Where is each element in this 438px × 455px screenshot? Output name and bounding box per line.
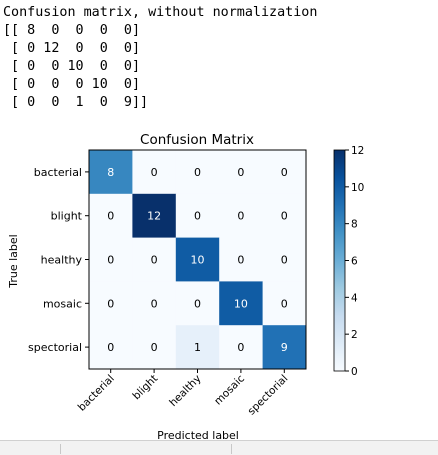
heatmap-cell xyxy=(89,150,133,195)
heatmap-cell xyxy=(219,150,263,195)
heatmap-cell xyxy=(262,237,307,282)
cell-value-label: 0 xyxy=(151,297,158,310)
heatmap-cell xyxy=(219,193,263,238)
cell-value-label: 0 xyxy=(107,210,114,223)
matrix-row-line: [ 0 12 0 0 0] xyxy=(3,41,141,56)
cell-value-label: 0 xyxy=(237,341,244,354)
output-title-line: Confusion matrix, without normalization xyxy=(3,5,318,20)
heatmap-cell xyxy=(132,237,177,282)
heatmap-cell xyxy=(262,325,307,370)
heatmap-cell xyxy=(132,193,177,238)
heatmap-cell xyxy=(89,193,133,238)
x-tick-label: bacterial xyxy=(76,373,117,414)
heatmap-cell xyxy=(132,325,177,370)
cell-value-label: 1 xyxy=(194,341,201,354)
x-tick-label: spectorial xyxy=(246,373,291,418)
cell-value-label: 0 xyxy=(194,166,201,179)
cell-value-label: 0 xyxy=(151,166,158,179)
heatmap-cell xyxy=(89,281,133,326)
y-axis-label: True label xyxy=(7,234,20,288)
x-tick-label: mosaic xyxy=(212,372,247,407)
cell-value-label: 0 xyxy=(194,210,201,223)
heatmap-cell xyxy=(89,325,133,370)
matrix-row-line: [[ 8 0 0 0 0] xyxy=(3,23,141,38)
heatmap-cell xyxy=(132,281,177,326)
matrix-row-line: [ 0 0 1 0 9]] xyxy=(3,95,149,110)
colorbar-tick-label: 8 xyxy=(351,219,358,231)
cell-value-label: 10 xyxy=(234,297,248,310)
confusion-matrix-figure: Confusion Matrix 8 0 0 0 00 12 0 0 00 0 10 0 00 0 0 10 0… xyxy=(7,132,364,440)
y-tick-label: healthy xyxy=(41,254,83,267)
cell-value-label: 0 xyxy=(281,297,288,310)
y-tick-label: spectorial xyxy=(28,341,82,354)
heatmap-cell xyxy=(219,325,263,370)
heatmap-cell xyxy=(175,281,220,326)
colorbar xyxy=(333,149,346,372)
colorbar-tick-label: 6 xyxy=(351,256,358,268)
y-tick-label: bacterial xyxy=(34,166,82,179)
cell-value-label: 0 xyxy=(237,210,244,223)
cell-value-label: 0 xyxy=(194,297,201,310)
cell-value-label: 0 xyxy=(281,210,288,223)
cell-value-label: 0 xyxy=(107,297,114,310)
console-output: Confusion matrix, without normalization … xyxy=(0,0,438,116)
cell-value-label: 0 xyxy=(151,341,158,354)
colorbar-tick-label: 0 xyxy=(351,366,358,378)
y-tick-label: mosaic xyxy=(43,297,82,310)
colorbar-tick-label: 4 xyxy=(351,292,358,304)
y-tick-label: blight xyxy=(51,210,83,223)
cell-value-label: 12 xyxy=(147,210,161,223)
colorbar-tick-label: 12 xyxy=(351,145,364,157)
colorbar-tick-label: 10 xyxy=(351,182,364,194)
cell-value-label: 9 xyxy=(281,341,288,354)
heatmap-cell xyxy=(219,281,263,326)
cell-value-label: 0 xyxy=(107,254,114,267)
x-tick-label: healthy xyxy=(167,373,203,409)
cell-value-label: 0 xyxy=(237,166,244,179)
cell-value-label: 10 xyxy=(191,254,205,267)
heatmap-cell xyxy=(175,150,220,195)
heatmap-cell xyxy=(219,237,263,282)
heatmap-cell xyxy=(175,237,220,282)
heatmap-cell xyxy=(89,237,133,282)
cell-value-label: 0 xyxy=(237,254,244,267)
status-bar-divider xyxy=(231,444,232,454)
heatmap-cell xyxy=(262,281,307,326)
matrix-row-line: [ 0 0 0 10 0] xyxy=(3,77,141,92)
colorbar-tick-label: 2 xyxy=(351,329,358,341)
cell-value-label: 0 xyxy=(151,254,158,267)
status-bar-divider xyxy=(60,444,61,454)
x-tick-label: blight xyxy=(131,373,161,403)
cell-value-label: 0 xyxy=(107,341,114,354)
cell-value-label: 0 xyxy=(281,166,288,179)
matrix-row-line: [ 0 0 10 0 0] xyxy=(3,59,141,74)
heatmap-cell xyxy=(175,325,220,370)
heatmap-cell xyxy=(262,150,307,195)
cell-value-label: 0 xyxy=(281,254,288,267)
status-bar xyxy=(0,440,438,455)
heatmap-cell xyxy=(132,150,177,195)
x-axis-label: Predicted label xyxy=(157,429,239,440)
cell-value-label: 8 xyxy=(107,166,114,179)
heatmap-cell xyxy=(175,193,220,238)
heatmap-cell xyxy=(262,193,307,238)
chart-title: Confusion Matrix xyxy=(140,132,254,148)
